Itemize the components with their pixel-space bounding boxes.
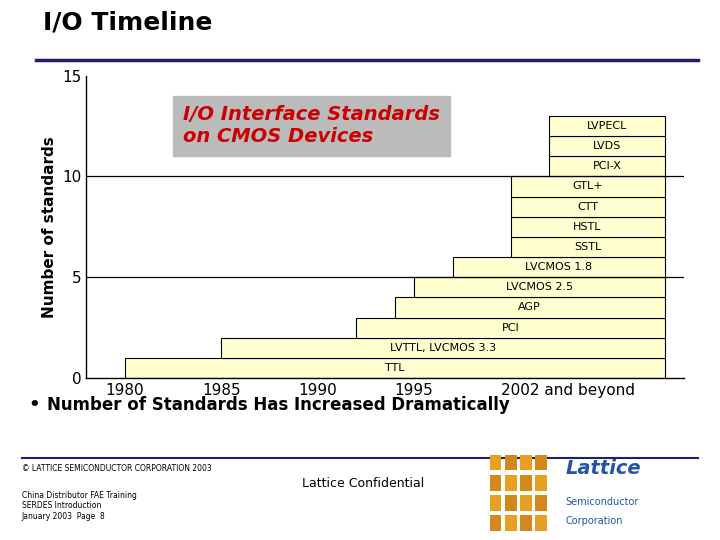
Bar xyxy=(549,156,665,177)
Bar xyxy=(510,197,665,217)
Text: China Distributor FAE Training
SERDES Introduction
January 2003  Page  8: China Distributor FAE Training SERDES In… xyxy=(22,491,137,521)
Text: TTL: TTL xyxy=(385,363,405,373)
Bar xyxy=(490,455,501,470)
Bar xyxy=(510,217,665,237)
Bar xyxy=(221,338,665,358)
Bar xyxy=(395,298,665,318)
Bar xyxy=(535,495,547,511)
Text: I/O Timeline: I/O Timeline xyxy=(43,11,212,35)
Text: GTL+: GTL+ xyxy=(572,181,603,192)
Bar xyxy=(490,495,501,511)
Y-axis label: Number of standards: Number of standards xyxy=(42,136,57,318)
Bar xyxy=(356,318,665,338)
Bar xyxy=(505,495,517,511)
Text: Lattice Confidential: Lattice Confidential xyxy=(302,477,425,490)
Text: Lattice: Lattice xyxy=(565,459,641,478)
Bar xyxy=(535,475,547,490)
Bar xyxy=(510,177,665,197)
Text: HSTL: HSTL xyxy=(573,222,602,232)
Bar xyxy=(510,237,665,257)
Text: CTT: CTT xyxy=(577,201,598,212)
Text: Number of Standards Has Increased Dramatically: Number of Standards Has Increased Dramat… xyxy=(47,396,510,414)
Bar xyxy=(535,455,547,470)
Bar xyxy=(490,475,501,490)
Bar xyxy=(453,257,665,277)
Bar xyxy=(505,455,517,470)
Text: SSTL: SSTL xyxy=(574,242,601,252)
Bar xyxy=(520,455,531,470)
Text: LVDS: LVDS xyxy=(593,141,621,151)
Text: LVCMOS 1.8: LVCMOS 1.8 xyxy=(525,262,593,272)
Bar xyxy=(535,515,547,531)
Bar xyxy=(414,277,665,298)
Bar xyxy=(490,515,501,531)
Bar xyxy=(520,515,531,531)
Bar xyxy=(549,136,665,156)
Text: PCI: PCI xyxy=(502,322,519,333)
Bar xyxy=(520,495,531,511)
Bar xyxy=(505,515,517,531)
Text: Semiconductor: Semiconductor xyxy=(565,497,639,508)
Text: PCI-X: PCI-X xyxy=(593,161,621,171)
Text: I/O Interface Standards
on CMOS Devices: I/O Interface Standards on CMOS Devices xyxy=(183,105,440,146)
Bar xyxy=(520,475,531,490)
Bar xyxy=(505,475,517,490)
Text: LVPECL: LVPECL xyxy=(587,121,627,131)
Text: LVCMOS 2.5: LVCMOS 2.5 xyxy=(506,282,573,292)
Text: Corporation: Corporation xyxy=(565,516,623,526)
Text: •: • xyxy=(29,396,40,414)
Text: LVTTL, LVCMOS 3.3: LVTTL, LVCMOS 3.3 xyxy=(390,343,496,353)
Bar xyxy=(549,116,665,136)
Bar xyxy=(125,358,665,378)
Text: AGP: AGP xyxy=(518,302,541,313)
Text: © LATTICE SEMICONDUCTOR CORPORATION 2003: © LATTICE SEMICONDUCTOR CORPORATION 2003 xyxy=(22,464,212,473)
